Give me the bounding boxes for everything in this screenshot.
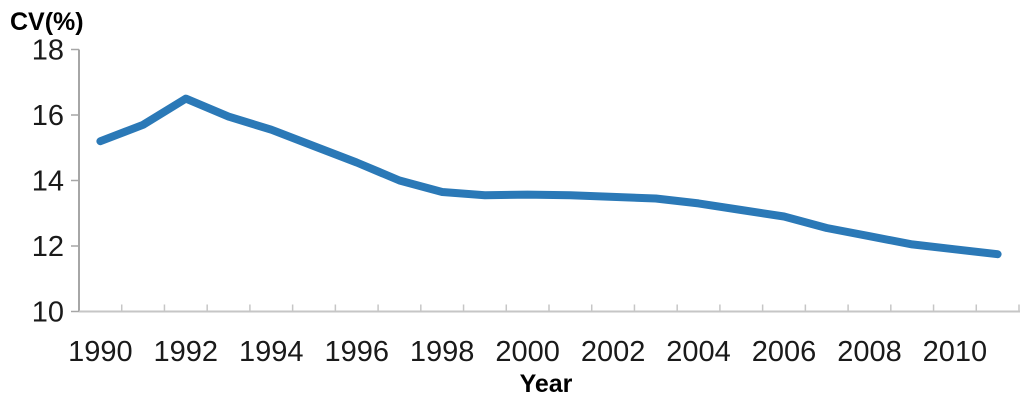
y-tick-label: 18 [32,35,64,67]
axes [71,48,1020,313]
x-tick-label: 1992 [154,336,219,368]
cv-series-line [96,94,1002,259]
x-tick-label: 2004 [666,336,731,368]
x-tick-label: 2008 [837,336,902,368]
x-axis-title: Year [520,370,573,398]
y-tick-label: 16 [32,100,64,132]
x-tick-label: 2010 [923,336,988,368]
x-tick-label: 2000 [495,336,560,368]
y-axis-title: CV(%) [10,8,84,36]
x-tick-label: 1994 [239,336,304,368]
tick-labels: 10 12 14 16 18 1990 1992 1994 1996 1998 2000 2002 20… [32,35,987,369]
y-tick-label: 14 [32,166,64,198]
x-tick-label: 2002 [581,336,646,368]
data-series [96,94,1002,259]
x-tick-label: 2006 [752,336,817,368]
y-tick-label: 12 [32,231,64,263]
y-tick-label: 10 [32,297,64,329]
x-tick-label: 1996 [324,336,389,368]
x-tick-label: 1990 [68,336,133,368]
x-tick-label: 1998 [410,336,475,368]
